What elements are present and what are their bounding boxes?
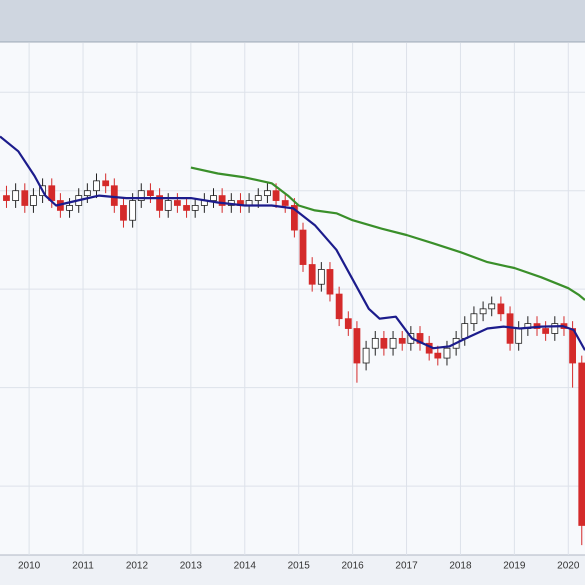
candle-body [66, 205, 73, 211]
candle-body [272, 190, 280, 201]
candle-body [156, 195, 163, 211]
candle-body [308, 264, 316, 285]
candle-body [353, 328, 361, 364]
candle-body [488, 303, 496, 310]
x-tick-label: 2018 [449, 561, 472, 572]
candle-body [12, 190, 20, 201]
candle-body [542, 328, 550, 334]
candle-body [416, 333, 424, 344]
candle-body [578, 362, 585, 526]
candle-body [551, 323, 559, 334]
candle-body [281, 200, 289, 206]
plot-area [0, 43, 585, 555]
candle-body [21, 190, 29, 206]
x-tick-label: 2014 [234, 561, 257, 572]
candle-body [147, 190, 154, 197]
candle-body [335, 293, 343, 320]
x-tick-label: 2019 [503, 561, 526, 572]
candle-body [362, 347, 370, 364]
candle-body [371, 337, 379, 349]
candle-body [120, 205, 127, 221]
candle-body [164, 200, 172, 211]
candle-body [191, 205, 199, 211]
candle-body [299, 229, 307, 265]
moving-average-line [190, 166, 585, 301]
x-tick-label: 2010 [18, 561, 41, 572]
candle-body [102, 180, 110, 187]
candle-body [389, 337, 397, 349]
candle-body [497, 303, 505, 315]
candle-body [83, 190, 91, 197]
candle-body [30, 195, 37, 206]
candle-body [317, 269, 325, 285]
candle-body [110, 185, 118, 206]
moving-average-line [0, 135, 585, 351]
candle-body [93, 180, 100, 192]
candle-body [398, 337, 406, 344]
candle-body [380, 337, 388, 349]
candle-body [461, 323, 469, 339]
candle-body [290, 205, 298, 231]
candle-body [218, 195, 226, 206]
candle-body [183, 205, 190, 211]
candle-body [515, 328, 523, 344]
candle-body [470, 313, 478, 325]
x-tick-label: 2012 [126, 561, 149, 572]
x-tick-label: 2017 [395, 561, 418, 572]
x-tick-label: 2013 [180, 561, 203, 572]
header-bar [0, 0, 585, 42]
candle-body [479, 308, 487, 315]
candle-body [129, 200, 137, 221]
x-tick-label: 2015 [288, 561, 311, 572]
x-tick-label: 2016 [341, 561, 364, 572]
candle-body [173, 200, 181, 206]
candle-body [443, 347, 451, 359]
candle-body [137, 190, 145, 201]
candle-body [434, 352, 442, 359]
candle-body [254, 195, 262, 201]
candle-body [264, 190, 271, 197]
x-tick-label: 2011 [72, 561, 94, 572]
candle-body [344, 318, 352, 329]
x-axis-area [0, 555, 585, 585]
candle-body [210, 195, 217, 201]
candle-body [3, 195, 10, 201]
candle-body [326, 269, 334, 295]
x-tick-label: 2020 [557, 561, 580, 572]
